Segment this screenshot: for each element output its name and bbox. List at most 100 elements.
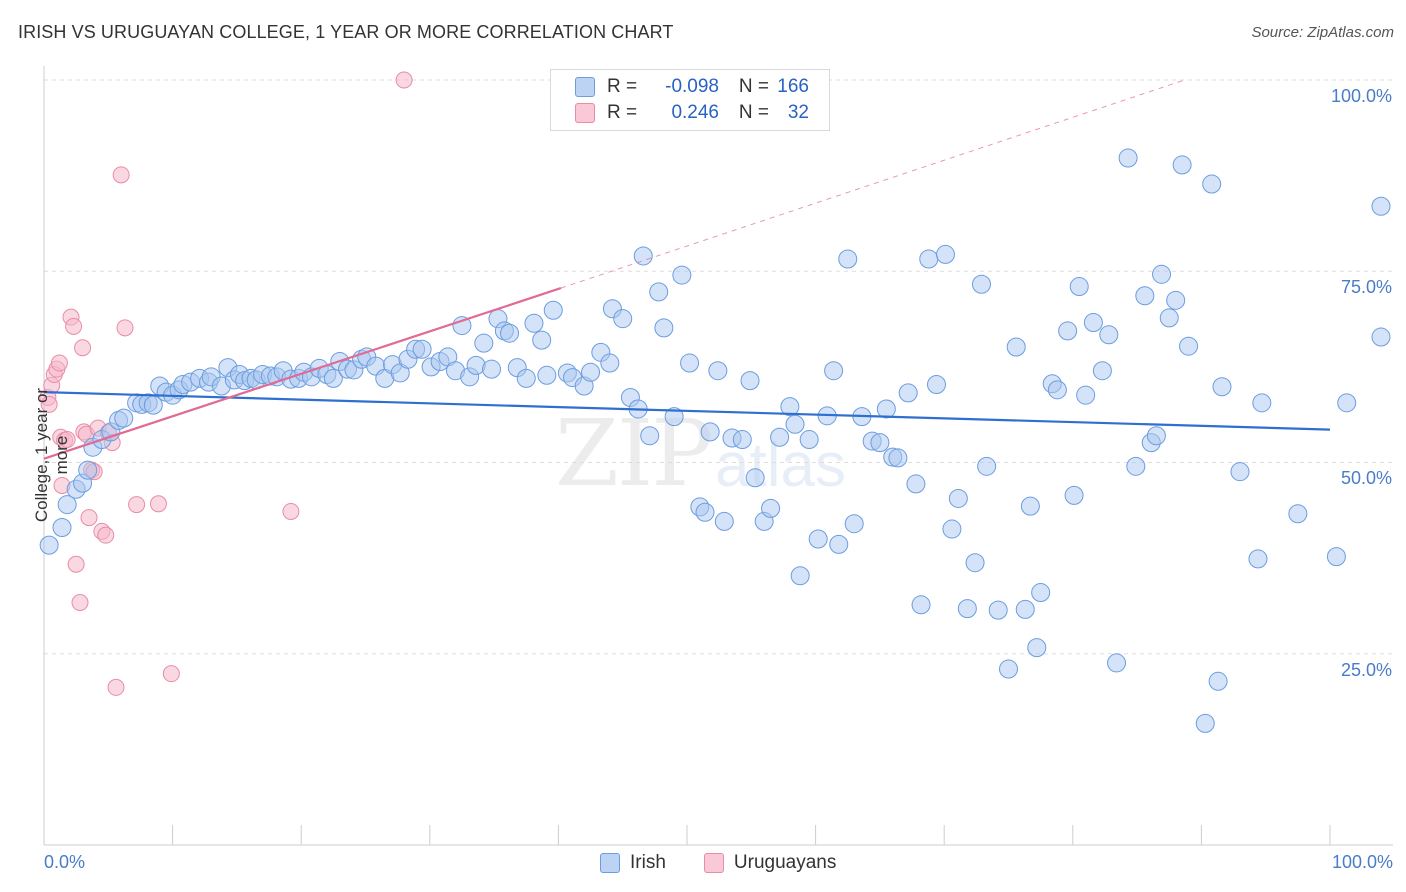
irish-point xyxy=(957,599,977,619)
irish-point xyxy=(78,460,98,480)
chart-title: IRISH VS URUGUAYAN COLLEGE, 1 YEAR OR MO… xyxy=(18,22,674,42)
irish-point xyxy=(844,514,864,534)
irish-swatch-icon xyxy=(575,77,595,97)
irish-point xyxy=(838,249,858,269)
irish-point xyxy=(790,566,810,586)
irish-point xyxy=(532,330,552,350)
n-value: 166 xyxy=(777,76,809,97)
irish-swatch-icon xyxy=(600,853,620,873)
legend-item-uruguayans[interactable]: Uruguayans xyxy=(703,852,836,874)
irish-point xyxy=(1166,290,1186,310)
irish-point xyxy=(829,534,849,554)
legend-row-irish: R = -0.098 N = 166 xyxy=(575,75,809,99)
uruguayans-point xyxy=(58,431,76,449)
irish-point xyxy=(654,318,674,338)
irish-point xyxy=(911,595,931,615)
irish-point xyxy=(1126,456,1146,476)
legend-item-irish[interactable]: Irish xyxy=(600,852,666,874)
correlation-legend: R = -0.098 N = 166 R = 0.246 N = 32 xyxy=(550,69,830,131)
irish-point xyxy=(680,353,700,373)
irish-point xyxy=(537,365,557,385)
irish-point xyxy=(1195,713,1215,733)
uruguayans-point xyxy=(71,593,89,611)
uruguayans-point xyxy=(282,502,300,520)
uruguayans-swatch-icon xyxy=(575,103,595,123)
irish-point xyxy=(906,474,926,494)
irish-point xyxy=(1047,380,1067,400)
irish-point xyxy=(876,399,896,419)
irish-point xyxy=(1146,426,1166,446)
irish-point xyxy=(664,407,684,427)
irish-point xyxy=(1248,549,1268,569)
irish-point xyxy=(323,368,343,388)
irish-point xyxy=(1202,174,1222,194)
irish-point xyxy=(1083,313,1103,333)
irish-point xyxy=(888,448,908,468)
irish-point xyxy=(942,519,962,539)
irish-point xyxy=(52,518,72,538)
y-tick-label: 75.0% xyxy=(1340,277,1392,297)
irish-point xyxy=(1288,504,1308,524)
irish-point xyxy=(524,313,544,333)
irish-point xyxy=(745,468,765,488)
irish-point xyxy=(600,353,620,373)
watermark-zip: ZIP xyxy=(555,400,713,507)
r-label: R = xyxy=(607,76,638,97)
irish-point xyxy=(799,430,819,450)
uruguayans-point xyxy=(67,555,85,573)
uruguayans-point xyxy=(149,495,167,513)
irish-point xyxy=(114,408,134,428)
irish-point xyxy=(581,362,601,382)
irish-point xyxy=(1371,196,1391,216)
irish-point xyxy=(761,498,781,518)
irish-point xyxy=(1337,393,1357,413)
irish-point xyxy=(700,422,720,442)
irish-point xyxy=(1058,321,1078,341)
x-tick-label: 100.0% xyxy=(1331,852,1393,872)
irish-point xyxy=(780,397,800,417)
irish-point xyxy=(1152,264,1172,284)
irish-point xyxy=(1064,485,1084,505)
uruguayans-point xyxy=(40,395,58,413)
irish-point xyxy=(482,359,502,379)
irish-point xyxy=(1031,583,1051,603)
irish-point xyxy=(1208,671,1228,691)
source-label: Source: ZipAtlas.com xyxy=(1251,24,1394,41)
irish-point xyxy=(740,371,760,391)
irish-point xyxy=(640,426,660,446)
irish-point xyxy=(770,427,790,447)
irish-point xyxy=(516,368,536,388)
irish-point xyxy=(649,282,669,302)
uruguayans-point xyxy=(97,526,115,544)
y-axis-label: College, 1 year or more xyxy=(32,387,71,523)
irish-point xyxy=(808,529,828,549)
uruguayans-point xyxy=(128,496,146,514)
irish-point xyxy=(971,274,991,294)
irish-point xyxy=(988,600,1008,620)
uruguayans-swatch-icon xyxy=(703,853,724,873)
irish-point xyxy=(785,414,805,434)
y-tick-label: 50.0% xyxy=(1340,468,1392,488)
irish-point xyxy=(714,511,734,531)
series-legend: Irish Uruguayans xyxy=(600,852,874,874)
x-tick-label: 0.0% xyxy=(44,852,86,872)
irish-point xyxy=(948,488,968,508)
uruguayans-point xyxy=(74,339,92,357)
irish-point xyxy=(1092,361,1112,381)
irish-point xyxy=(935,244,955,264)
uruguayans-trend-line xyxy=(43,287,562,460)
irish-point xyxy=(57,495,77,515)
irish-point xyxy=(1172,155,1192,175)
irish-point xyxy=(926,374,946,394)
irish-point xyxy=(1099,325,1119,345)
irish-point xyxy=(543,300,563,320)
irish-point xyxy=(452,316,472,336)
irish-point xyxy=(1252,393,1272,413)
irish-point xyxy=(1020,496,1040,516)
irish-point xyxy=(708,361,728,381)
irish-point xyxy=(1006,337,1026,357)
n-value: 32 xyxy=(787,102,809,123)
irish-point xyxy=(695,502,715,522)
irish-point xyxy=(1179,336,1199,356)
